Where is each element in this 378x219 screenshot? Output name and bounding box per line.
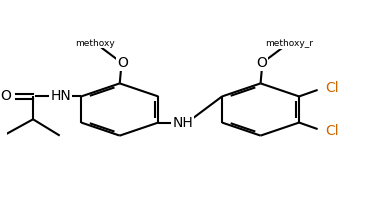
Text: methoxy_r: methoxy_r [265, 39, 313, 48]
Text: NH: NH [172, 116, 193, 130]
Text: methoxy: methoxy [74, 39, 115, 48]
Text: O: O [117, 56, 128, 70]
Text: O: O [256, 56, 267, 70]
Text: Cl: Cl [325, 81, 339, 95]
Text: HN: HN [50, 89, 71, 103]
Text: O: O [0, 89, 11, 103]
Text: Cl: Cl [325, 124, 339, 138]
